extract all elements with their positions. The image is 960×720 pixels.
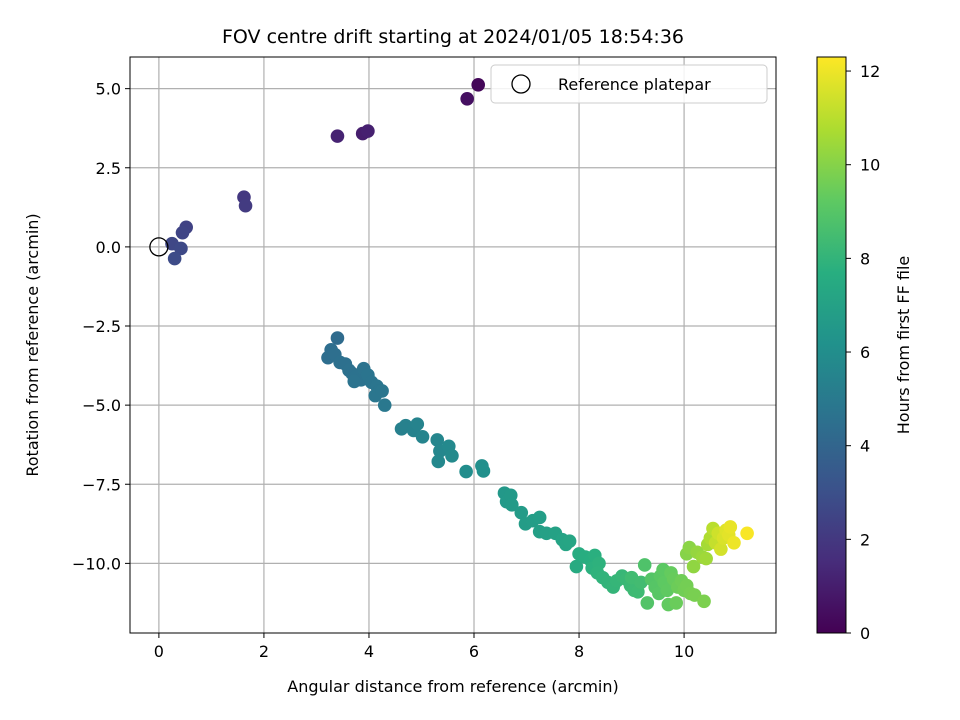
chart-title: FOV centre drift starting at 2024/01/05 … [222, 26, 684, 48]
data-point [723, 520, 738, 534]
colorbar-tick-label: 12 [860, 62, 880, 81]
y-tick-label: −10.0 [72, 554, 121, 573]
data-point [637, 558, 652, 572]
reference-platepar-point [149, 237, 169, 257]
data-point [459, 464, 473, 479]
data-point [415, 429, 430, 444]
data-point [727, 536, 741, 550]
data-point [167, 251, 182, 266]
data-point [471, 78, 486, 92]
colorbar-tick-label: 4 [860, 437, 870, 456]
data-point [505, 498, 519, 512]
colorbar-label: Hours from first FF file [894, 256, 913, 435]
data-point [640, 596, 655, 610]
legend-label: Reference platepar [558, 75, 711, 94]
data-point [699, 551, 713, 566]
data-point [445, 448, 459, 463]
data-point [175, 225, 190, 240]
x-tick-label: 4 [364, 642, 374, 661]
data-point [430, 433, 445, 447]
colorbar-tick-label: 0 [860, 624, 870, 643]
data-point [410, 417, 425, 431]
data-point [460, 91, 474, 106]
x-tick-label: 2 [259, 642, 269, 661]
data-point [686, 559, 701, 574]
legend: Reference platepar [490, 64, 768, 104]
colorbar-tick-label: 2 [860, 530, 870, 549]
data-point [347, 374, 362, 389]
colorbar-tick-label: 10 [860, 156, 880, 175]
data-point [514, 505, 529, 520]
colorbar-gradient [816, 56, 847, 634]
reference-marker [149, 237, 169, 257]
y-tick-label: 2.5 [96, 159, 121, 178]
colorbar-tick-label: 8 [860, 249, 870, 268]
data-point [476, 464, 491, 478]
colorbar-ticks: 0 2 4 6 8 10 12 [846, 62, 880, 643]
data-point [377, 398, 392, 412]
y-axis: 5.0 2.5 0.0 −2.5 −5.0 −7.5 −10.0 [72, 80, 130, 573]
x-tick-label: 6 [469, 642, 479, 661]
data-point [431, 454, 446, 469]
data-point [375, 384, 389, 398]
colorbar-tick-label: 6 [860, 343, 870, 362]
y-tick-label: 0.0 [96, 238, 121, 257]
grid [130, 57, 776, 633]
x-tick-label: 8 [574, 642, 584, 661]
data-point [330, 129, 345, 143]
y-tick-label: 5.0 [96, 80, 121, 99]
data-points [165, 78, 754, 612]
y-axis-label: Rotation from reference (arcmin) [23, 213, 42, 476]
data-point [697, 594, 711, 609]
x-axis: 0 2 4 6 8 10 [154, 633, 694, 661]
data-point [532, 510, 547, 525]
y-tick-label: −7.5 [82, 475, 121, 494]
data-point [740, 526, 754, 541]
x-tick-label: 10 [674, 642, 694, 661]
colorbar: 0 2 4 6 8 10 12 Hours from first FF file [816, 56, 913, 643]
y-tick-label: −2.5 [82, 317, 121, 336]
data-point [238, 198, 253, 213]
data-point [669, 596, 684, 610]
plot-frame [129, 56, 777, 634]
data-point [569, 559, 584, 574]
data-point [714, 542, 728, 556]
legend-marker-icon [511, 74, 531, 94]
x-tick-label: 0 [154, 642, 164, 661]
data-point [660, 583, 675, 598]
data-point [174, 241, 188, 256]
data-point [330, 331, 345, 345]
data-point [634, 575, 648, 590]
legend-box [490, 64, 768, 104]
data-point [562, 534, 577, 549]
x-axis-label: Angular distance from reference (arcmin) [287, 677, 618, 696]
data-point [361, 124, 375, 138]
y-tick-label: −5.0 [82, 396, 121, 415]
